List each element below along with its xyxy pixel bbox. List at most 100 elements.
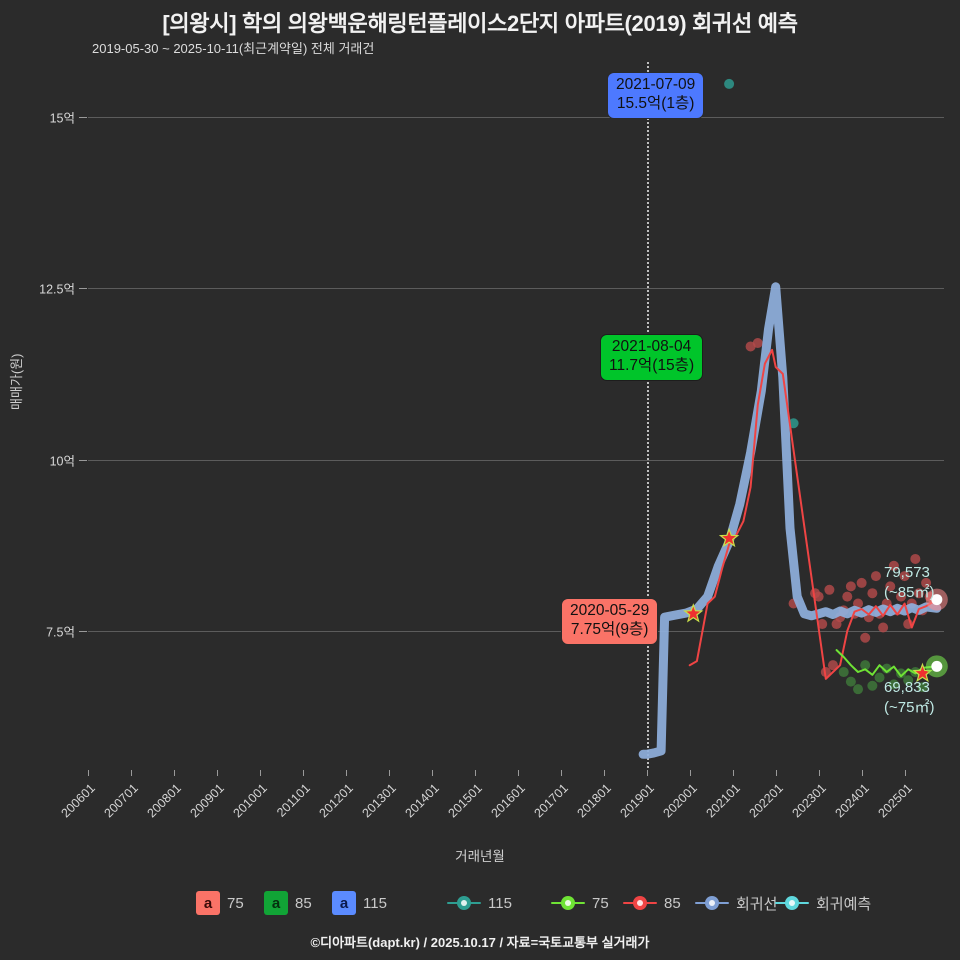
- scatter-point: [835, 612, 846, 623]
- callout-date: 2021-07-09: [616, 76, 696, 93]
- callout-value: 11.7억(15층): [609, 356, 695, 374]
- callout-mid-green[interactable]: 2021-08-04 11.7억(15층): [600, 334, 704, 381]
- x-tick-mark: [603, 770, 605, 776]
- x-tick-label: 200701: [101, 781, 141, 821]
- gridline: [88, 630, 944, 632]
- legend-series-label: 회귀예측: [816, 895, 872, 913]
- legend-glyph: a: [264, 891, 288, 915]
- callout-value: 15.5억(1층): [616, 94, 695, 112]
- scatter-point: [831, 619, 842, 630]
- scatter-point: [810, 588, 821, 599]
- chart-legend: a 75 a 85 a 115 115 75 85 회귀선 회귀예측: [0, 888, 960, 924]
- legend-swatch-115[interactable]: a 115: [332, 888, 387, 918]
- legend-swatch-label: 85: [295, 894, 312, 912]
- y-tick-mark: [79, 459, 87, 461]
- x-tick-mark: [732, 770, 734, 776]
- scatter-point: [896, 668, 907, 679]
- legend-marker-icon: [775, 895, 809, 911]
- callout-date: 2020-05-29: [570, 602, 650, 619]
- x-tick-mark: [173, 770, 175, 776]
- endpoint-85-label: 79,573 (~85㎡): [884, 563, 934, 602]
- scatter-point: [745, 341, 756, 352]
- legend-series-75[interactable]: 75: [551, 888, 609, 918]
- scatter-point: [853, 598, 864, 609]
- callout-low-red[interactable]: 2020-05-29 7.75억(9층): [561, 598, 659, 645]
- legend-series-회귀예측[interactable]: 회귀예측: [775, 888, 871, 918]
- scatter-point: [917, 605, 928, 616]
- x-tick-label: 200801: [144, 781, 184, 821]
- x-tick-label: 201401: [402, 781, 442, 821]
- x-tick-mark: [388, 770, 390, 776]
- scatter-group-115: [724, 78, 799, 429]
- gridline: [88, 459, 944, 461]
- x-tick-label: 200901: [187, 781, 227, 821]
- scatter-point: [892, 605, 903, 616]
- x-tick-mark: [474, 770, 476, 776]
- x-tick-label: 201501: [445, 781, 485, 821]
- gridline: [88, 288, 944, 290]
- scatter-point: [752, 338, 763, 349]
- x-tick-mark: [818, 770, 820, 776]
- x-tick-label: 201601: [488, 781, 528, 821]
- star-85-a-marker: [718, 527, 740, 548]
- legend-series-85[interactable]: 85: [623, 888, 681, 918]
- scatter-point: [867, 680, 878, 691]
- x-tick-label: 202401: [832, 781, 872, 821]
- x-tick-label: 201801: [574, 781, 614, 821]
- scatter-point: [838, 667, 849, 678]
- scatter-point: [845, 581, 856, 592]
- y-tick-label: 15억: [49, 111, 75, 126]
- y-tick-mark: [79, 116, 87, 118]
- x-tick-mark: [259, 770, 261, 776]
- endpoint-area: (~75㎡): [884, 698, 935, 716]
- x-tick-label: 201301: [359, 781, 399, 821]
- callout-peak-high[interactable]: 2021-07-09 15.5억(1층): [607, 72, 705, 119]
- x-tick-mark: [775, 770, 777, 776]
- legend-series-label: 75: [592, 894, 609, 912]
- legend-marker-icon: [695, 895, 729, 911]
- x-tick-label: 201101: [274, 781, 313, 820]
- x-tick-mark: [345, 770, 347, 776]
- endpoint-75-dot-core: [931, 660, 943, 672]
- x-tick-mark: [431, 770, 433, 776]
- legend-series-115[interactable]: 115: [447, 888, 512, 918]
- x-tick-mark: [646, 770, 648, 776]
- scatter-point: [788, 418, 799, 429]
- chart-subtitle: 2019-05-30 ~ 2025-10-11(최근계약일) 전체 거래건: [92, 41, 375, 56]
- x-tick-mark: [302, 770, 304, 776]
- legend-marker-icon: [551, 895, 585, 911]
- y-tick-label: 10억: [49, 454, 75, 469]
- footer-credit: ©디아파트(dapt.kr) / 2025.10.17 / 자료=국토교통부 실…: [310, 935, 650, 950]
- scatter-point: [910, 667, 921, 678]
- scatter-point: [817, 619, 828, 630]
- x-tick-mark: [517, 770, 519, 776]
- legend-series-회귀선[interactable]: 회귀선: [695, 888, 777, 918]
- scatter-point: [853, 684, 864, 695]
- series-line-75: [835, 649, 938, 678]
- legend-series-label: 115: [488, 894, 512, 912]
- legend-swatch-75[interactable]: a 75: [196, 888, 244, 918]
- y-tick-label: 7.5억: [46, 625, 75, 640]
- star-85-b-marker: [683, 603, 704, 623]
- x-tick-label: 202201: [746, 781, 786, 821]
- y-tick-mark: [79, 288, 87, 290]
- scatter-point: [845, 676, 856, 687]
- x-tick-mark: [861, 770, 863, 776]
- x-tick-label: 201201: [316, 781, 356, 821]
- endpoint-75-label: 69,833 (~75㎡): [884, 678, 934, 717]
- legend-swatch-85[interactable]: a 85: [264, 888, 312, 918]
- x-tick-label: 201701: [531, 781, 571, 821]
- x-tick-label: 202001: [660, 781, 700, 821]
- scatter-point: [788, 598, 799, 609]
- y-axis-label: 매매가(원): [9, 353, 24, 411]
- legend-marker-icon: [623, 895, 657, 911]
- x-tick-label: 202101: [703, 781, 743, 821]
- x-tick-mark: [216, 770, 218, 776]
- x-tick-mark: [560, 770, 562, 776]
- page-title: [의왕시] 학의 의왕백운해링턴플레이스2단지 아파트(2019) 회귀선 예측: [162, 11, 798, 36]
- scatter-point: [874, 608, 885, 619]
- legend-glyph: a: [196, 891, 220, 915]
- endpoint-value: 79,573: [884, 564, 930, 581]
- scatter-point: [838, 605, 849, 616]
